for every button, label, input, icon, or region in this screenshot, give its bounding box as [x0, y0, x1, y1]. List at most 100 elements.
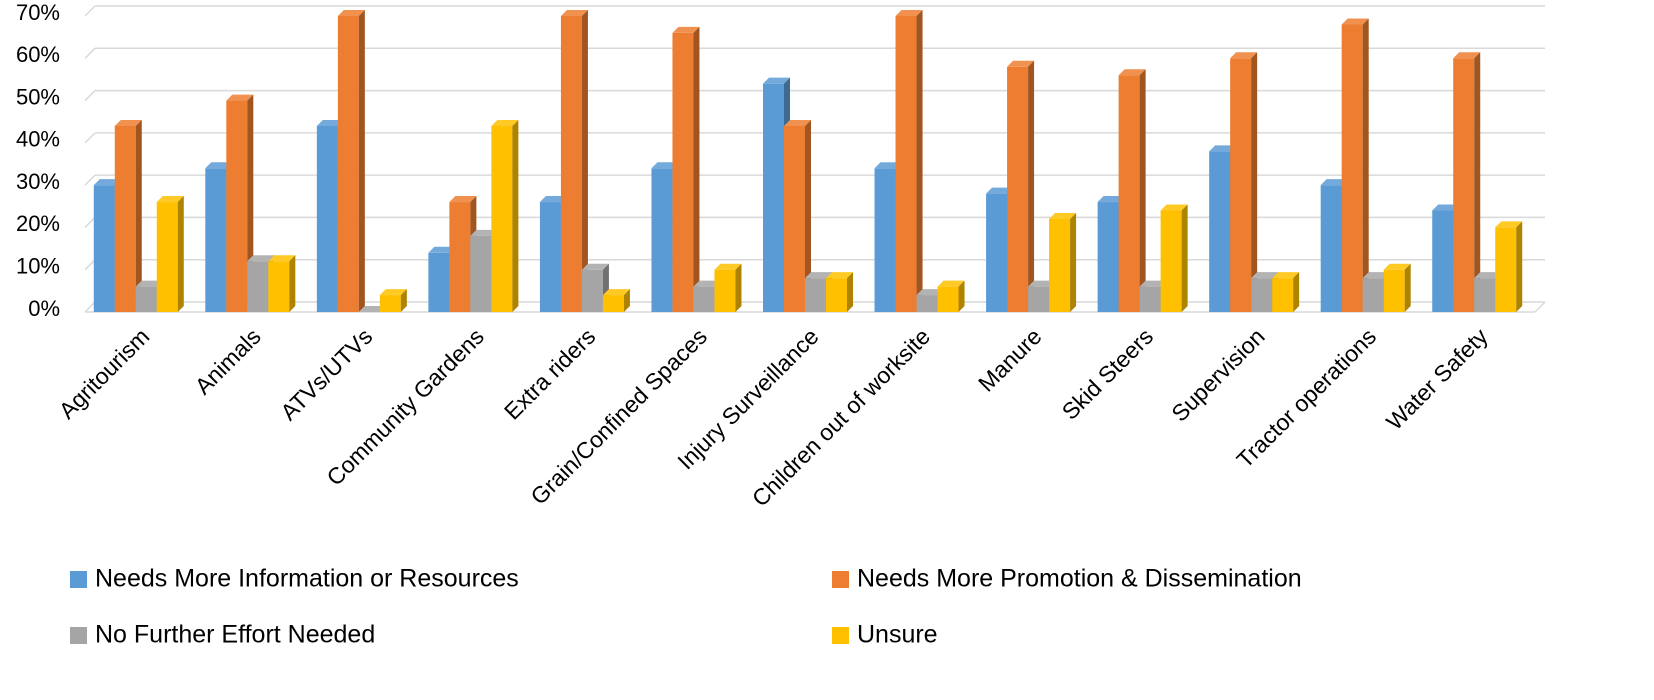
floor-side-edge	[1534, 301, 1546, 313]
bar-side	[1293, 272, 1300, 312]
gridline-depth	[84, 259, 96, 271]
bar-top	[449, 196, 477, 203]
x-tick-label: Animals	[190, 323, 266, 399]
legend-item: Needs More Promotion & Dissemination	[832, 565, 1302, 593]
bar-front	[602, 295, 624, 312]
bar	[156, 196, 184, 312]
bar	[1453, 52, 1481, 313]
legend-swatch	[832, 627, 849, 644]
bar-top	[986, 187, 1014, 194]
bar-top	[1432, 204, 1460, 211]
bar	[1007, 60, 1035, 312]
bar	[491, 119, 519, 312]
x-tick-label: Skid Steers	[1057, 323, 1159, 425]
bar-side	[958, 280, 965, 312]
bar	[1049, 212, 1077, 312]
bar-side	[1070, 212, 1077, 312]
bar-top	[428, 246, 456, 253]
bar-top	[226, 94, 254, 101]
bar-top	[1118, 69, 1146, 76]
bar-top	[874, 162, 902, 169]
bar-top	[651, 162, 679, 169]
bar-top	[1097, 196, 1125, 203]
bar-top	[1230, 52, 1258, 59]
bar-top	[1209, 145, 1237, 152]
bar-top	[1272, 272, 1300, 279]
y-tick-label: 50%	[16, 84, 60, 109]
bar-top	[337, 10, 365, 16]
bar-front	[1097, 202, 1119, 312]
legend-item: Unsure	[832, 621, 938, 649]
x-tick-label: ATVs/UTVs	[275, 323, 377, 425]
bar-top	[1474, 272, 1502, 279]
bar-top	[1320, 179, 1348, 186]
x-tick-label: Supervision	[1166, 323, 1269, 426]
bar-top	[114, 119, 142, 126]
bar-front	[1160, 210, 1182, 312]
bar-front	[337, 16, 359, 312]
bar	[560, 10, 588, 312]
y-tick-label: 60%	[16, 42, 60, 67]
bar-top	[93, 179, 121, 186]
bar	[1118, 69, 1146, 312]
bar-front	[1049, 218, 1071, 312]
bar-front	[826, 278, 847, 312]
bar-front	[784, 125, 805, 312]
y-tick-label: 10%	[16, 254, 60, 279]
bar-side	[1181, 204, 1188, 312]
bar-front	[986, 193, 1008, 312]
bar-top	[560, 10, 588, 16]
bar-front	[1453, 58, 1475, 313]
bar-top	[491, 119, 519, 126]
bar-front	[1272, 278, 1294, 312]
bar-top	[1362, 272, 1390, 279]
bar-side	[916, 10, 923, 312]
bar-top	[156, 196, 184, 203]
x-tick-label: Extra riders	[499, 323, 601, 425]
bar	[672, 26, 700, 313]
bar-front	[316, 125, 338, 312]
bar-front	[449, 202, 471, 312]
bar-side	[1028, 60, 1035, 312]
bar-front	[226, 100, 248, 312]
bar-side	[289, 255, 296, 312]
bar-top	[379, 289, 407, 296]
bar-front	[895, 16, 917, 312]
bar-top	[672, 26, 700, 33]
x-tick-label: Children out of worksite	[747, 323, 935, 511]
bar-front	[1341, 24, 1363, 312]
legend-swatch	[832, 571, 849, 588]
bar-side	[1516, 221, 1523, 312]
bar	[379, 289, 407, 312]
bar-side	[581, 10, 588, 312]
legend-label: Unsure	[857, 621, 938, 649]
bar-front	[693, 286, 715, 312]
bar-top	[1007, 60, 1035, 67]
bar	[602, 289, 630, 312]
bar-front	[135, 286, 157, 312]
bar-top	[784, 119, 811, 126]
bar-front	[1028, 286, 1050, 312]
bar	[714, 263, 742, 312]
bar-top	[916, 289, 944, 296]
bar	[937, 280, 965, 312]
bar-side	[1251, 52, 1258, 313]
bar-side	[1362, 18, 1369, 312]
bar-top	[826, 272, 853, 279]
bar-front	[1432, 210, 1454, 312]
bar-front	[156, 202, 178, 312]
legend-label: Needs More Promotion & Dissemination	[857, 565, 1302, 593]
bar-top	[539, 196, 567, 203]
x-tick-label: Agritourism	[54, 323, 155, 424]
bar-front	[560, 16, 582, 312]
bar-top	[895, 10, 923, 16]
bar	[337, 10, 365, 312]
bar-front	[763, 83, 784, 313]
gridline-depth	[84, 90, 96, 102]
bar-front	[247, 261, 269, 312]
bar-top	[805, 272, 832, 279]
bar	[826, 272, 853, 312]
bar	[114, 119, 142, 312]
